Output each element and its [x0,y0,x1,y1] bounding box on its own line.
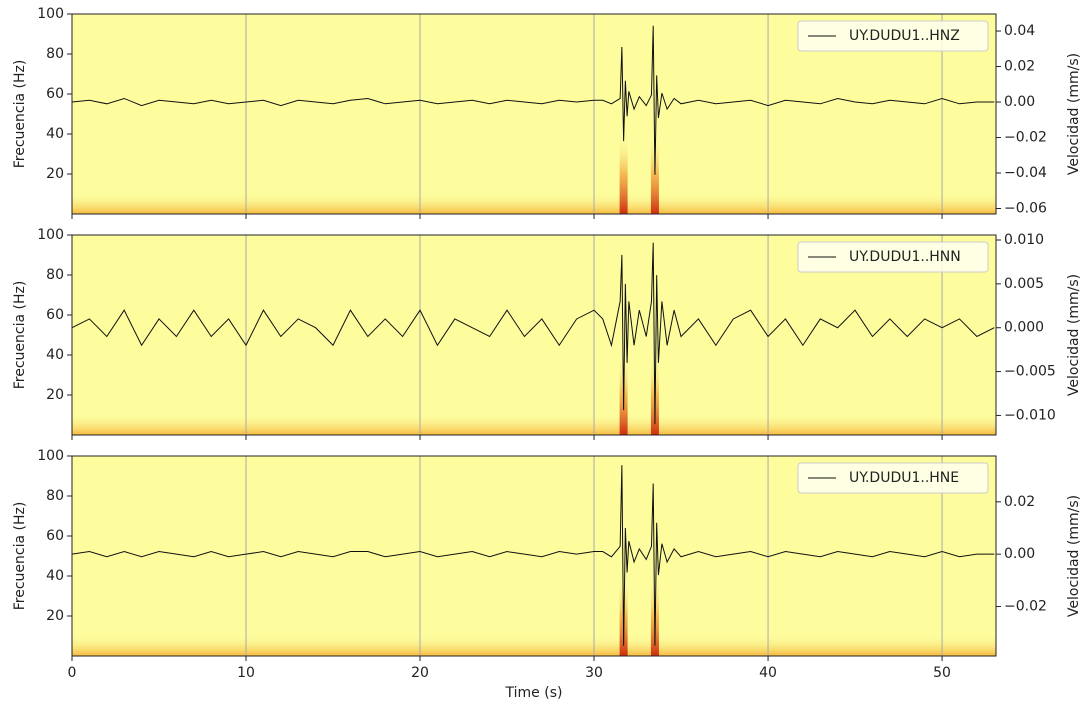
panel: 0 10 20 30 40 50 20 40 60 80 100 −0.02 0.00 0.02 UY.DU… [12,448,1082,701]
x-tick-label: 10 [237,665,255,681]
y-tick-label: 40 [46,568,64,584]
trace [71,242,995,425]
y2-axis-label: Velocidad (mm/s) [1066,495,1082,617]
y-axis-label: Frecuencia (Hz) [12,60,28,169]
y-tick-label: 80 [46,267,64,283]
y-tick-label: 40 [46,347,64,363]
y-tick-label: 60 [46,86,64,102]
y2-tick-label: 0.00 [1004,546,1035,562]
legend-label: UY.DUDU1..HNE [849,470,959,486]
y2-tick-label: −0.06 [1004,200,1047,216]
axes-frame [71,234,997,436]
trace [71,465,995,646]
legend-box [797,462,989,494]
y-tick-label: 20 [46,387,64,403]
y-tick-label: 20 [46,166,64,182]
x-tick-label: 30 [585,665,603,681]
legend: UY.DUDU1..HNN [797,241,989,273]
legend-box [797,20,989,52]
y2-tick-label: −0.04 [1004,165,1047,181]
y-axis-label: Frecuencia (Hz) [12,281,28,390]
y-tick-label: 40 [46,126,64,142]
y2-tick-label: 0.000 [1004,320,1044,336]
spectrogram-low-band [72,192,996,214]
axes-frame [71,13,997,215]
axes-frame [71,455,997,657]
legend: UY.DUDU1..HNZ [797,20,989,52]
spectrogram-low-band [72,634,996,656]
y-tick-label: 80 [46,46,64,62]
y-tick-label: 100 [37,6,64,22]
y2-axis-label: Velocidad (mm/s) [1066,53,1082,175]
y-tick-label: 60 [46,528,64,544]
y2-tick-label: −0.02 [1004,130,1047,146]
legend-label: UY.DUDU1..HNN [849,249,961,265]
y-tick-label: 60 [46,307,64,323]
y2-tick-label: −0.010 [1004,407,1056,423]
panel: 20 40 60 80 100 −0.010 −0.005 0.000 0.005 0.010 UY… [12,227,1082,440]
y2-tick-label: −0.005 [1004,364,1056,380]
y2-tick-label: 0.02 [1004,494,1035,510]
y-tick-label: 100 [37,448,64,464]
y2-axis-label: Velocidad (mm/s) [1066,274,1082,396]
y2-tick-label: 0.010 [1004,232,1044,248]
y2-tick-label: −0.02 [1004,599,1047,615]
spectrogram-low-band [72,413,996,435]
x-tick-label: 40 [759,665,777,681]
x-axis-label: Time (s) [505,685,563,701]
y-tick-label: 100 [37,227,64,243]
trace [71,25,995,175]
y-tick-label: 80 [46,488,64,504]
legend: UY.DUDU1..HNE [797,462,989,494]
y2-tick-label: 0.02 [1004,59,1035,75]
y2-tick-label: 0.04 [1004,23,1035,39]
y2-tick-label: 0.005 [1004,276,1044,292]
x-tick-label: 0 [68,665,77,681]
x-tick-label: 50 [933,665,951,681]
y-axis-label: Frecuencia (Hz) [12,502,28,611]
y-tick-label: 20 [46,608,64,624]
y2-tick-label: 0.00 [1004,94,1035,110]
legend-label: UY.DUDU1..HNZ [849,28,960,44]
legend-box [797,241,989,273]
panel: 20 40 60 80 100 −0.06 −0.04 −0.02 0.00 0.02 0.04 UY… [12,6,1082,219]
spectrogram-burst [619,134,628,214]
x-tick-label: 20 [411,665,429,681]
